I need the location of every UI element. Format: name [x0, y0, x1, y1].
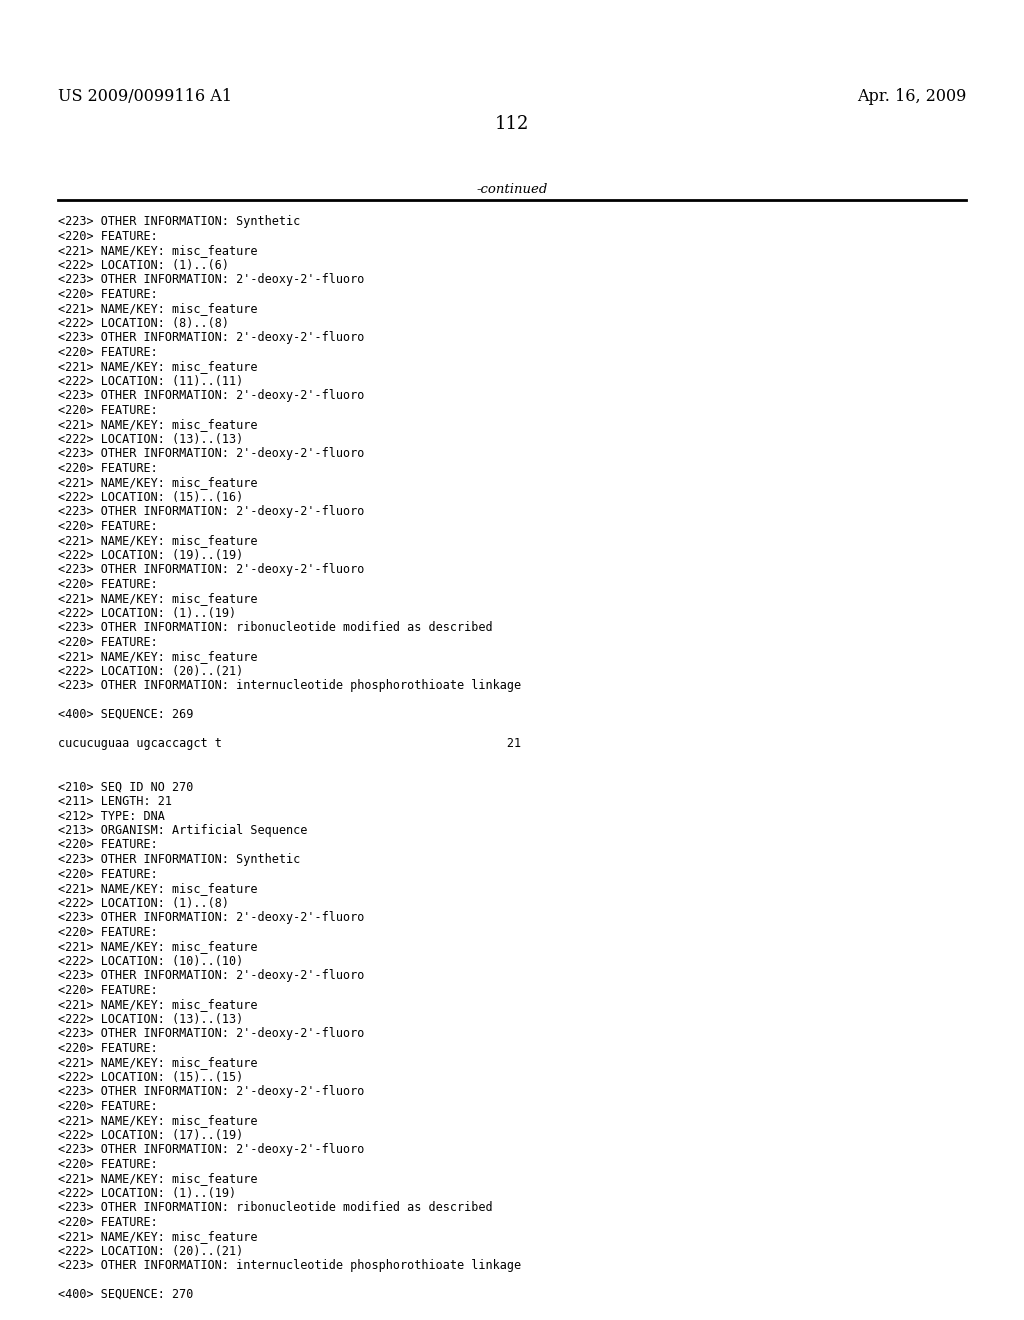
Text: <222> LOCATION: (19)..(19): <222> LOCATION: (19)..(19): [58, 549, 244, 561]
Text: <220> FEATURE:: <220> FEATURE:: [58, 867, 158, 880]
Text: <220> FEATURE:: <220> FEATURE:: [58, 288, 158, 301]
Text: <400> SEQUENCE: 269: <400> SEQUENCE: 269: [58, 708, 194, 721]
Text: <221> NAME/KEY: misc_feature: <221> NAME/KEY: misc_feature: [58, 418, 257, 432]
Text: <220> FEATURE:: <220> FEATURE:: [58, 1158, 158, 1171]
Text: <221> NAME/KEY: misc_feature: <221> NAME/KEY: misc_feature: [58, 302, 257, 315]
Text: <211> LENGTH: 21: <211> LENGTH: 21: [58, 795, 172, 808]
Text: <221> NAME/KEY: misc_feature: <221> NAME/KEY: misc_feature: [58, 882, 257, 895]
Text: <223> OTHER INFORMATION: 2'-deoxy-2'-fluoro: <223> OTHER INFORMATION: 2'-deoxy-2'-flu…: [58, 564, 365, 576]
Text: <221> NAME/KEY: misc_feature: <221> NAME/KEY: misc_feature: [58, 244, 257, 257]
Text: <221> NAME/KEY: misc_feature: <221> NAME/KEY: misc_feature: [58, 998, 257, 1011]
Text: <222> LOCATION: (13)..(13): <222> LOCATION: (13)..(13): [58, 1012, 244, 1026]
Text: cucucuguaa ugcaccagct t                                        21: cucucuguaa ugcaccagct t 21: [58, 737, 521, 750]
Text: <223> OTHER INFORMATION: internucleotide phosphorothioate linkage: <223> OTHER INFORMATION: internucleotide…: [58, 678, 521, 692]
Text: <220> FEATURE:: <220> FEATURE:: [58, 925, 158, 939]
Text: <220> FEATURE:: <220> FEATURE:: [58, 520, 158, 532]
Text: <223> OTHER INFORMATION: internucleotide phosphorothioate linkage: <223> OTHER INFORMATION: internucleotide…: [58, 1259, 521, 1272]
Text: <221> NAME/KEY: misc_feature: <221> NAME/KEY: misc_feature: [58, 940, 257, 953]
Text: <222> LOCATION: (11)..(11): <222> LOCATION: (11)..(11): [58, 375, 244, 388]
Text: <222> LOCATION: (17)..(19): <222> LOCATION: (17)..(19): [58, 1129, 244, 1142]
Text: <222> LOCATION: (8)..(8): <222> LOCATION: (8)..(8): [58, 317, 229, 330]
Text: <220> FEATURE:: <220> FEATURE:: [58, 1041, 158, 1055]
Text: <223> OTHER INFORMATION: 2'-deoxy-2'-fluoro: <223> OTHER INFORMATION: 2'-deoxy-2'-flu…: [58, 911, 365, 924]
Text: <222> LOCATION: (1)..(6): <222> LOCATION: (1)..(6): [58, 259, 229, 272]
Text: <222> LOCATION: (1)..(19): <222> LOCATION: (1)..(19): [58, 1187, 237, 1200]
Text: <220> FEATURE:: <220> FEATURE:: [58, 230, 158, 243]
Text: <221> NAME/KEY: misc_feature: <221> NAME/KEY: misc_feature: [58, 1114, 257, 1127]
Text: <221> NAME/KEY: misc_feature: <221> NAME/KEY: misc_feature: [58, 591, 257, 605]
Text: <400> SEQUENCE: 270: <400> SEQUENCE: 270: [58, 1288, 194, 1302]
Text: <223> OTHER INFORMATION: ribonucleotide modified as described: <223> OTHER INFORMATION: ribonucleotide …: [58, 1201, 493, 1214]
Text: <223> OTHER INFORMATION: 2'-deoxy-2'-fluoro: <223> OTHER INFORMATION: 2'-deoxy-2'-flu…: [58, 1143, 365, 1156]
Text: <222> LOCATION: (20)..(21): <222> LOCATION: (20)..(21): [58, 1245, 244, 1258]
Text: <222> LOCATION: (15)..(15): <222> LOCATION: (15)..(15): [58, 1071, 244, 1084]
Text: <220> FEATURE:: <220> FEATURE:: [58, 462, 158, 474]
Text: <220> FEATURE:: <220> FEATURE:: [58, 838, 158, 851]
Text: <221> NAME/KEY: misc_feature: <221> NAME/KEY: misc_feature: [58, 1056, 257, 1069]
Text: <222> LOCATION: (15)..(16): <222> LOCATION: (15)..(16): [58, 491, 244, 503]
Text: <223> OTHER INFORMATION: Synthetic: <223> OTHER INFORMATION: Synthetic: [58, 853, 300, 866]
Text: <223> OTHER INFORMATION: Synthetic: <223> OTHER INFORMATION: Synthetic: [58, 215, 300, 228]
Text: <223> OTHER INFORMATION: 2'-deoxy-2'-fluoro: <223> OTHER INFORMATION: 2'-deoxy-2'-flu…: [58, 1027, 365, 1040]
Text: <221> NAME/KEY: misc_feature: <221> NAME/KEY: misc_feature: [58, 477, 257, 488]
Text: <221> NAME/KEY: misc_feature: <221> NAME/KEY: misc_feature: [58, 1172, 257, 1185]
Text: <223> OTHER INFORMATION: ribonucleotide modified as described: <223> OTHER INFORMATION: ribonucleotide …: [58, 620, 493, 634]
Text: <223> OTHER INFORMATION: 2'-deoxy-2'-fluoro: <223> OTHER INFORMATION: 2'-deoxy-2'-flu…: [58, 389, 365, 403]
Text: <222> LOCATION: (1)..(19): <222> LOCATION: (1)..(19): [58, 606, 237, 619]
Text: <222> LOCATION: (20)..(21): <222> LOCATION: (20)..(21): [58, 664, 244, 677]
Text: <220> FEATURE:: <220> FEATURE:: [58, 1216, 158, 1229]
Text: <223> OTHER INFORMATION: 2'-deoxy-2'-fluoro: <223> OTHER INFORMATION: 2'-deoxy-2'-flu…: [58, 969, 365, 982]
Text: <223> OTHER INFORMATION: 2'-deoxy-2'-fluoro: <223> OTHER INFORMATION: 2'-deoxy-2'-flu…: [58, 273, 365, 286]
Text: <220> FEATURE:: <220> FEATURE:: [58, 1100, 158, 1113]
Text: <220> FEATURE:: <220> FEATURE:: [58, 404, 158, 417]
Text: <210> SEQ ID NO 270: <210> SEQ ID NO 270: [58, 780, 194, 793]
Text: <222> LOCATION: (1)..(8): <222> LOCATION: (1)..(8): [58, 896, 229, 909]
Text: US 2009/0099116 A1: US 2009/0099116 A1: [58, 88, 232, 106]
Text: <223> OTHER INFORMATION: 2'-deoxy-2'-fluoro: <223> OTHER INFORMATION: 2'-deoxy-2'-flu…: [58, 331, 365, 345]
Text: <221> NAME/KEY: misc_feature: <221> NAME/KEY: misc_feature: [58, 1230, 257, 1243]
Text: <221> NAME/KEY: misc_feature: <221> NAME/KEY: misc_feature: [58, 360, 257, 374]
Text: <221> NAME/KEY: misc_feature: <221> NAME/KEY: misc_feature: [58, 649, 257, 663]
Text: <220> FEATURE:: <220> FEATURE:: [58, 578, 158, 590]
Text: -continued: -continued: [476, 183, 548, 195]
Text: <222> LOCATION: (13)..(13): <222> LOCATION: (13)..(13): [58, 433, 244, 446]
Text: <223> OTHER INFORMATION: 2'-deoxy-2'-fluoro: <223> OTHER INFORMATION: 2'-deoxy-2'-flu…: [58, 506, 365, 517]
Text: <212> TYPE: DNA: <212> TYPE: DNA: [58, 809, 165, 822]
Text: <223> OTHER INFORMATION: 2'-deoxy-2'-fluoro: <223> OTHER INFORMATION: 2'-deoxy-2'-flu…: [58, 1085, 365, 1098]
Text: <220> FEATURE:: <220> FEATURE:: [58, 635, 158, 648]
Text: <220> FEATURE:: <220> FEATURE:: [58, 983, 158, 997]
Text: Apr. 16, 2009: Apr. 16, 2009: [857, 88, 966, 106]
Text: <223> OTHER INFORMATION: 2'-deoxy-2'-fluoro: <223> OTHER INFORMATION: 2'-deoxy-2'-flu…: [58, 447, 365, 459]
Text: <213> ORGANISM: Artificial Sequence: <213> ORGANISM: Artificial Sequence: [58, 824, 307, 837]
Text: <222> LOCATION: (10)..(10): <222> LOCATION: (10)..(10): [58, 954, 244, 968]
Text: <220> FEATURE:: <220> FEATURE:: [58, 346, 158, 359]
Text: <221> NAME/KEY: misc_feature: <221> NAME/KEY: misc_feature: [58, 535, 257, 546]
Text: 112: 112: [495, 115, 529, 133]
